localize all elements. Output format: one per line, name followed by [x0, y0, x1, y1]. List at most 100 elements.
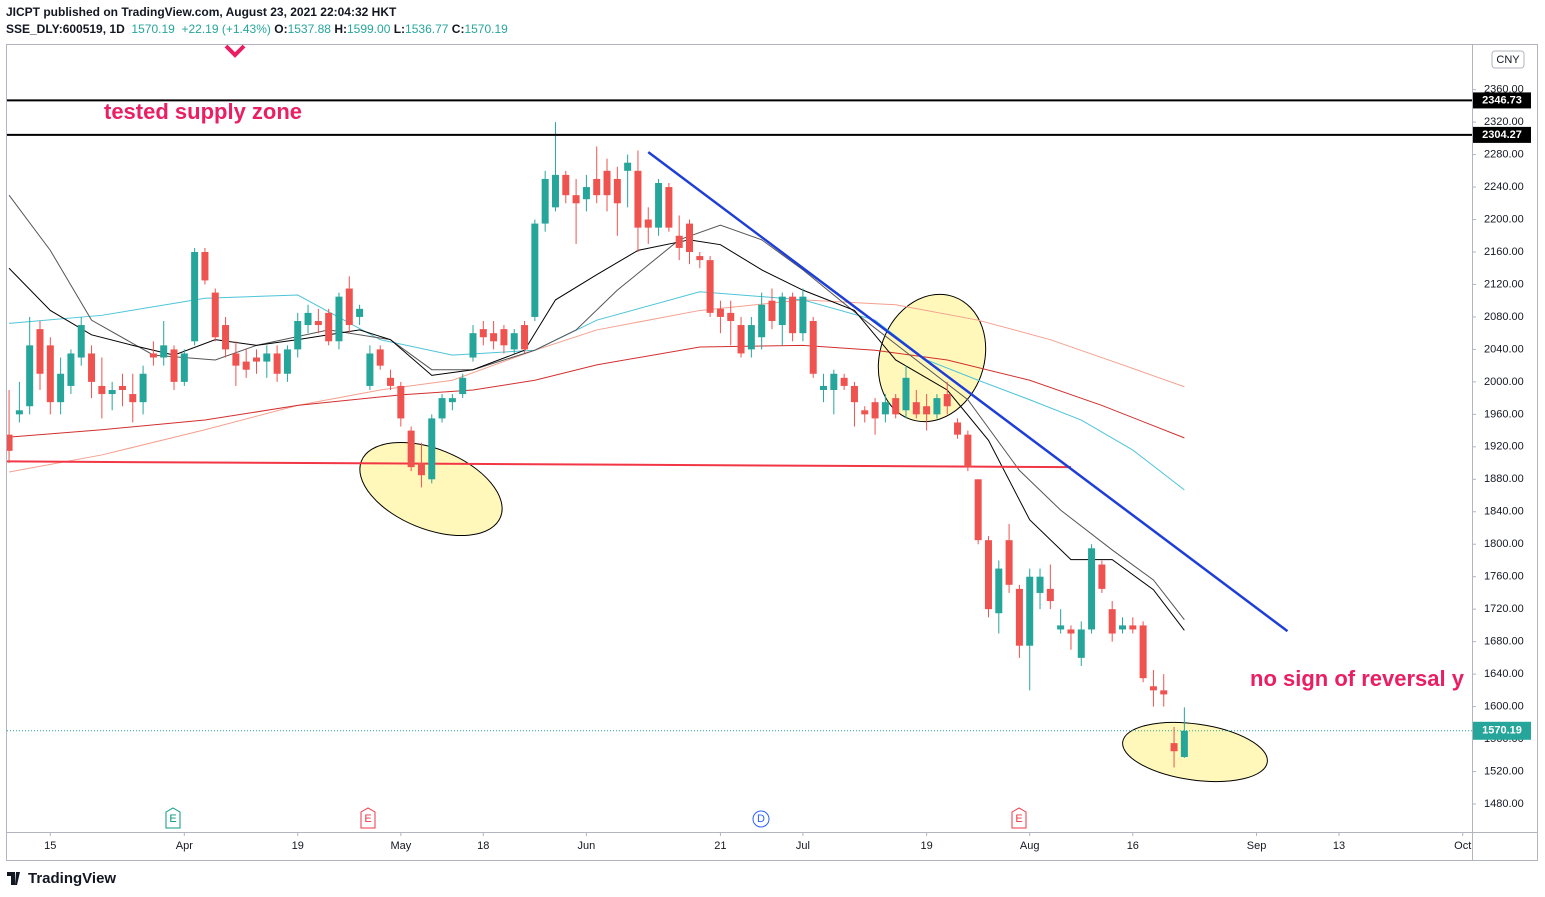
candle-body	[809, 320, 817, 374]
candle-body	[232, 353, 240, 366]
y-tick-label: 2280.00	[1484, 148, 1524, 160]
candle-body	[923, 406, 931, 415]
candle-body	[582, 187, 590, 200]
candle-body	[170, 349, 178, 382]
candle-body	[1170, 743, 1178, 752]
candle-body	[304, 312, 312, 326]
candle-body	[191, 251, 199, 342]
candle-body	[820, 385, 828, 390]
candle-body	[954, 422, 962, 435]
y-tick-label: 2200.00	[1484, 213, 1524, 225]
candle-body	[995, 568, 1003, 614]
candle-body	[160, 345, 168, 358]
candle-body	[655, 182, 663, 228]
y-tick-label: 1520.00	[1484, 765, 1524, 777]
x-tick-label: 19	[920, 840, 932, 852]
candle-body	[222, 325, 230, 350]
candle-body	[46, 345, 54, 403]
event-label: E	[1015, 813, 1022, 825]
candle-body	[706, 260, 714, 313]
y-tick-label: 2000.00	[1484, 376, 1524, 388]
candle-body	[7, 434, 13, 451]
candle-body	[252, 357, 260, 362]
trend-line	[647, 151, 1289, 633]
y-tick-label: 1480.00	[1484, 798, 1524, 810]
candle-body	[366, 353, 374, 386]
event-badge	[752, 810, 770, 828]
candle-body	[727, 312, 735, 321]
candle-body	[675, 235, 683, 248]
ohlc-key: H:	[334, 22, 347, 36]
change: +22.19 (+1.43%)	[181, 22, 271, 36]
price: 1570.19	[131, 22, 175, 36]
x-tick-label: 18	[477, 840, 489, 852]
candle-body	[881, 402, 889, 415]
candle-body	[490, 333, 498, 342]
candle-body	[273, 353, 281, 374]
candle-body	[201, 251, 209, 281]
x-tick-label: 19	[292, 840, 304, 852]
candle-body	[88, 353, 96, 382]
candle-body	[830, 373, 838, 390]
y-tick-label: 2040.00	[1484, 343, 1524, 355]
y-tick-label: 2160.00	[1484, 246, 1524, 258]
candle-body	[603, 170, 611, 196]
highlight-ellipse	[359, 441, 503, 537]
candle-body	[1149, 686, 1157, 691]
candle-body	[716, 308, 724, 317]
x-tick-label: Sep	[1247, 840, 1267, 852]
candle-body	[149, 353, 157, 358]
brand-logo	[7, 872, 20, 885]
candle-body	[387, 377, 395, 386]
moving-average	[8, 194, 1185, 621]
candle-body	[479, 329, 487, 338]
candle-body	[768, 300, 776, 321]
price-tag-label: 2304.27	[1482, 129, 1522, 141]
candle-body	[685, 223, 693, 252]
candle-body	[26, 345, 34, 407]
candle-body	[1005, 540, 1013, 585]
price-tag	[1473, 92, 1531, 109]
highlight-ellipse	[1122, 721, 1268, 783]
candle-body	[840, 377, 848, 386]
y-tick-label: 1680.00	[1484, 636, 1524, 648]
candle-body	[892, 398, 900, 415]
y-tick-label: 2320.00	[1484, 116, 1524, 128]
y-tick-label: 1880.00	[1484, 473, 1524, 485]
candle-body	[778, 296, 786, 326]
candle-body	[67, 353, 75, 386]
candle-body	[129, 394, 137, 403]
candle-body	[211, 292, 219, 338]
candle-body	[593, 178, 601, 196]
annotation: no sign of reversal y	[1250, 666, 1465, 691]
y-tick-label: 2120.00	[1484, 278, 1524, 290]
x-tick-label: Jun	[578, 840, 596, 852]
ohlc-value: 1570.19	[464, 22, 508, 36]
support-line	[7, 460, 1071, 469]
symbol: SSE_DLY:600519, 1D	[6, 22, 125, 36]
ohlc-key: L:	[393, 22, 406, 36]
candle-body	[428, 418, 436, 480]
x-tick-label: Oct	[1454, 840, 1471, 852]
price-tag-label: 2346.73	[1482, 94, 1522, 106]
currency-box	[1491, 50, 1525, 69]
frame	[6, 44, 1538, 861]
candle-body	[1036, 576, 1044, 593]
annotation: tested supply zone	[104, 99, 302, 124]
candle-body	[737, 325, 745, 354]
candle-body	[1098, 564, 1106, 589]
candle-body	[521, 325, 529, 350]
brand: TradingView	[28, 870, 116, 887]
event-label: E	[169, 813, 176, 825]
price-tag	[1473, 126, 1531, 143]
candle-body	[861, 410, 869, 415]
candle-body	[1046, 588, 1054, 602]
candle-body	[469, 333, 477, 358]
candle-body	[1088, 548, 1096, 630]
candle-body	[448, 398, 456, 403]
candle-body	[314, 320, 322, 326]
ohlc-value: 1536.77	[405, 22, 449, 36]
candle-body	[345, 288, 353, 326]
candle-body	[871, 402, 879, 419]
